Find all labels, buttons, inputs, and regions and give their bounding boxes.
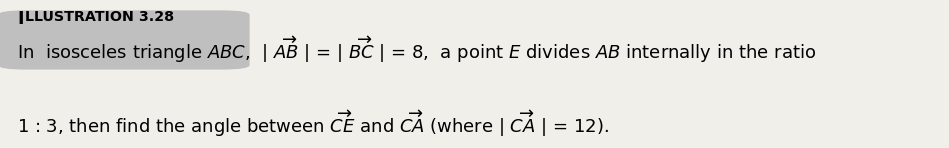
Text: I: I <box>17 10 24 28</box>
FancyBboxPatch shape <box>0 10 250 70</box>
Text: In  isosceles triangle $\mathit{ABC}$,  | $\overrightarrow{\mathit{AB}}$ | = | $: In isosceles triangle $\mathit{ABC}$, | … <box>17 34 816 65</box>
Text: LLUSTRATION 3.28: LLUSTRATION 3.28 <box>25 10 175 24</box>
Text: 1 : 3, then find the angle between $\overrightarrow{\mathit{CE}}$ and $\overrigh: 1 : 3, then find the angle between $\ove… <box>17 108 609 139</box>
